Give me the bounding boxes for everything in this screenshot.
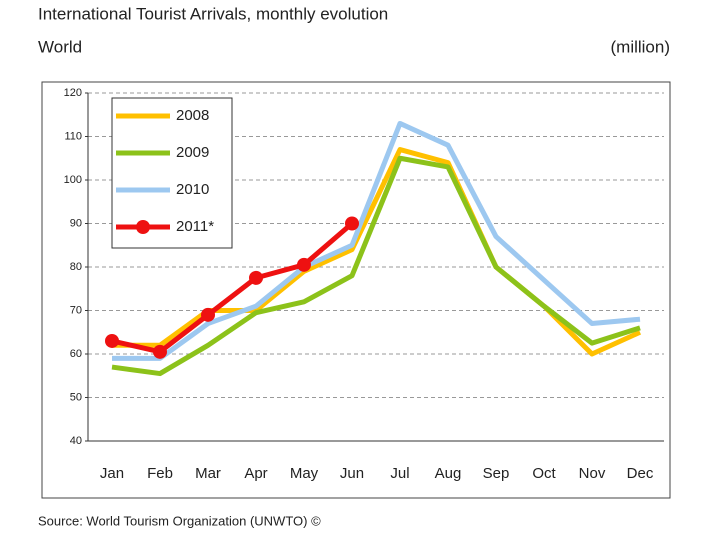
source-note: Source: World Tourism Organization (UNWT… — [38, 513, 321, 528]
legend-box — [111, 97, 233, 249]
x-tick-label: Oct — [532, 465, 556, 482]
data-point — [105, 333, 119, 348]
y-tick-label: 50 — [70, 391, 82, 403]
y-tick-label: 60 — [70, 348, 82, 360]
x-tick-label: Jan — [100, 465, 124, 482]
data-point — [345, 216, 359, 231]
y-tick-label: 90 — [70, 217, 82, 229]
series-line — [111, 221, 354, 355]
legend-label: 2010 — [176, 181, 209, 198]
x-tick-label: Dec — [627, 465, 654, 482]
y-axis-label: (million) — [611, 37, 671, 56]
y-tick-label: 110 — [64, 130, 82, 142]
chart-subtitle: World — [38, 37, 82, 56]
data-point — [153, 344, 167, 359]
chart-frame — [41, 81, 671, 499]
legend-label: 2009 — [176, 144, 209, 161]
y-tick-label: 40 — [70, 435, 82, 447]
y-tick-label: 80 — [70, 261, 82, 273]
x-tick-label: Sep — [483, 465, 510, 482]
y-tick-label: 120 — [64, 87, 82, 99]
series-line — [112, 120, 641, 361]
legend-marker — [136, 220, 150, 234]
data-point — [201, 307, 215, 322]
x-tick-label: Jun — [340, 465, 364, 482]
data-point — [297, 257, 311, 272]
data-point — [249, 270, 263, 285]
x-tick-label: Nov — [579, 465, 606, 482]
x-tick-label: Mar — [195, 465, 221, 482]
x-tick-label: Jul — [390, 465, 409, 482]
legend-label: 2011* — [176, 218, 214, 235]
x-tick-label: Aug — [435, 465, 462, 482]
y-tick-label: 70 — [70, 304, 82, 316]
series-line — [111, 155, 641, 377]
x-tick-label: Feb — [147, 465, 173, 482]
chart-title: International Tourist Arrivals, monthly … — [38, 4, 388, 23]
x-tick-label: May — [290, 465, 319, 482]
x-tick-label: Apr — [244, 465, 267, 482]
legend-label: 2008 — [176, 107, 209, 124]
y-tick-label: 100 — [64, 174, 82, 186]
